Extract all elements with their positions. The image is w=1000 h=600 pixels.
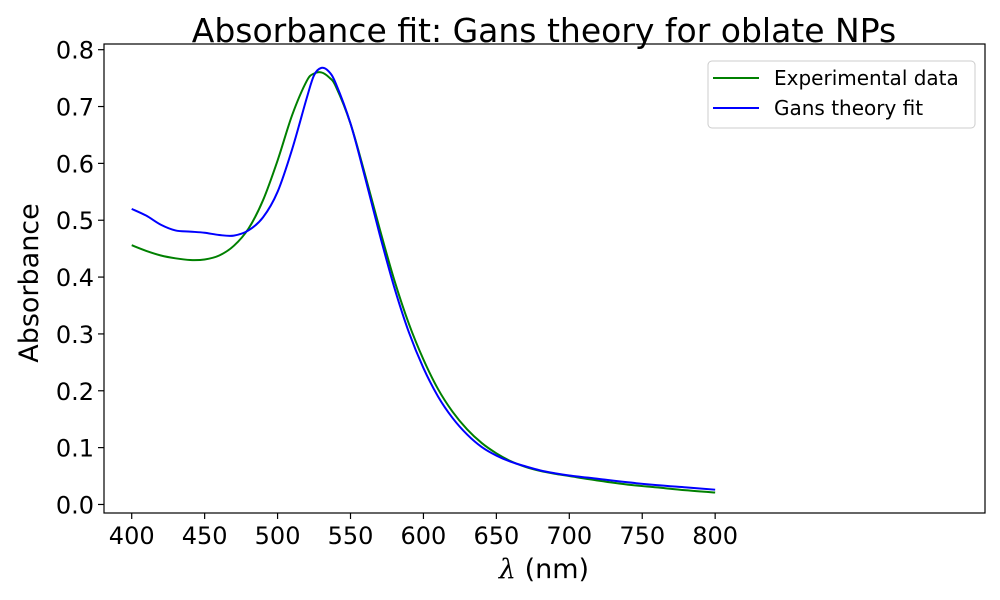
x-axis-label-text: (nm) [516,554,589,585]
y-tick-label: 0.0 [56,491,94,519]
legend-box [707,60,976,129]
x-tick-label: 750 [619,522,665,550]
x-tick-label: 450 [182,522,228,550]
y-tick-label: 0.2 [56,378,94,406]
x-tick-label: 550 [328,522,374,550]
y-tick-label: 0.4 [56,264,94,292]
legend-label-gans-fit: Gans theory fit [774,96,923,120]
legend: Experimental data Gans theory fit [707,60,976,129]
axes-frame [103,43,986,514]
y-axis-label: Absorbance [14,203,45,363]
y-tick-label: 0.1 [56,435,94,463]
x-tick-label: 400 [109,522,155,550]
x-tick-label: 800 [692,522,738,550]
y-tick-label: 0.7 [56,94,94,122]
series-lines [131,66,716,494]
y-tick-label: 0.5 [56,207,94,235]
series-line-experimental [131,71,716,494]
legend-label-experimental: Experimental data [774,66,959,90]
x-axis-label-symbol: λ [498,554,516,585]
x-tick-label: 600 [401,522,447,550]
x-tick-label: 500 [255,522,301,550]
y-tick-label: 0.6 [56,150,94,178]
x-axis-label: λ (nm) [498,554,589,585]
plot-area: 400 450 500 550 600 650 700 750 800 0.0 0.1 0.2 0.3… [56,37,986,550]
x-tick-label: 700 [546,522,592,550]
x-axis-ticks: 400 450 500 550 600 650 700 750 800 [109,513,738,550]
y-tick-label: 0.3 [56,321,94,349]
y-tick-label: 0.8 [56,37,94,65]
series-line-gans-fit [131,66,716,491]
y-axis-ticks: 0.0 0.1 0.2 0.3 0.4 0.5 0.6 0.7 0.8 [56,37,104,519]
x-tick-label: 650 [473,522,519,550]
